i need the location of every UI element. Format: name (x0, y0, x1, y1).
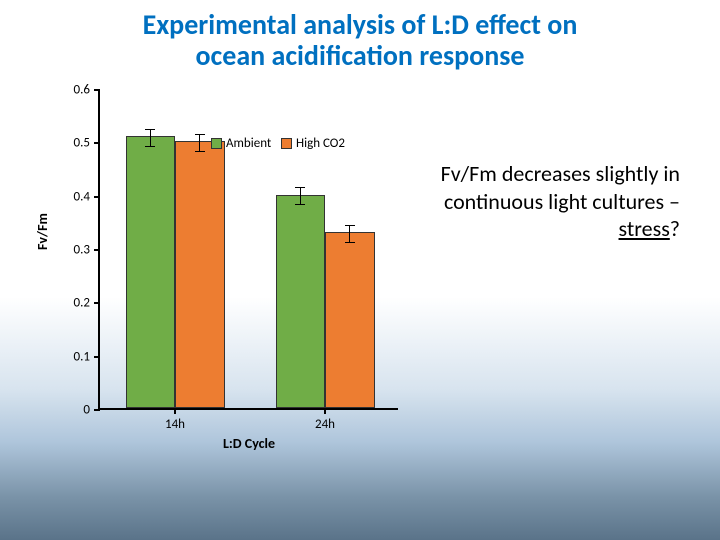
x-tick-label: 24h (315, 417, 335, 432)
annotation-stress: stress (619, 215, 670, 242)
y-tick (94, 409, 100, 411)
annotation-suffix: ? (670, 215, 680, 242)
error-bar (150, 129, 151, 146)
error-cap (345, 225, 355, 226)
bar-high-co2-14h (175, 141, 225, 408)
y-tick (94, 249, 100, 251)
y-tick (94, 356, 100, 358)
error-bar (300, 188, 301, 205)
legend-label: Ambient (226, 136, 271, 151)
error-cap (195, 151, 205, 152)
error-cap (145, 146, 155, 147)
x-tick (174, 408, 176, 414)
legend-label: High CO2 (296, 136, 345, 151)
y-tick (94, 89, 100, 91)
y-tick (94, 196, 100, 198)
y-tick-label: 0.2 (50, 296, 90, 311)
x-tick (324, 408, 326, 414)
error-cap (295, 187, 305, 188)
bar-ambient-14h (126, 136, 176, 408)
annotation-text: Fv/Fm decreases slightly in continuous l… (440, 160, 680, 243)
error-bar (199, 135, 200, 152)
bar-ambient-24h (276, 195, 326, 408)
fvfm-chart: Fv/Fm L:D Cycle 00.10.20.30.40.50.614h24… (40, 90, 420, 470)
content-stage: Fv/Fm L:D Cycle 00.10.20.30.40.50.614h24… (40, 90, 680, 490)
error-cap (195, 134, 205, 135)
bar-high-co2-24h (325, 232, 375, 408)
legend-swatch (281, 138, 292, 149)
legend-item-ambient: Ambient (211, 136, 271, 151)
legend-swatch (211, 138, 222, 149)
legend-item-high-co2: High CO2 (281, 136, 345, 151)
y-axis-label: Fv/Fm (34, 213, 51, 250)
x-tick-label: 14h (165, 417, 185, 432)
annotation-prefix: Fv/Fm decreases slightly in continuous l… (441, 160, 680, 215)
y-tick-label: 0.1 (50, 349, 90, 364)
title-line-1: Experimental analysis of L:D effect on (143, 7, 578, 42)
page-title: Experimental analysis of L:D effect on o… (0, 0, 720, 72)
title-line-2: ocean acidification response (195, 38, 524, 73)
y-tick-label: 0.5 (50, 136, 90, 151)
y-tick-label: 0 (50, 403, 90, 418)
error-bar (349, 225, 350, 242)
error-cap (345, 242, 355, 243)
y-tick (94, 142, 100, 144)
y-tick (94, 302, 100, 304)
y-tick-label: 0.6 (50, 83, 90, 98)
error-cap (295, 204, 305, 205)
error-cap (145, 129, 155, 130)
y-tick-label: 0.3 (50, 243, 90, 258)
y-tick-label: 0.4 (50, 189, 90, 204)
plot-area: L:D Cycle 00.10.20.30.40.50.614h24hAmbie… (98, 90, 398, 410)
x-axis-label: L:D Cycle (223, 435, 275, 452)
